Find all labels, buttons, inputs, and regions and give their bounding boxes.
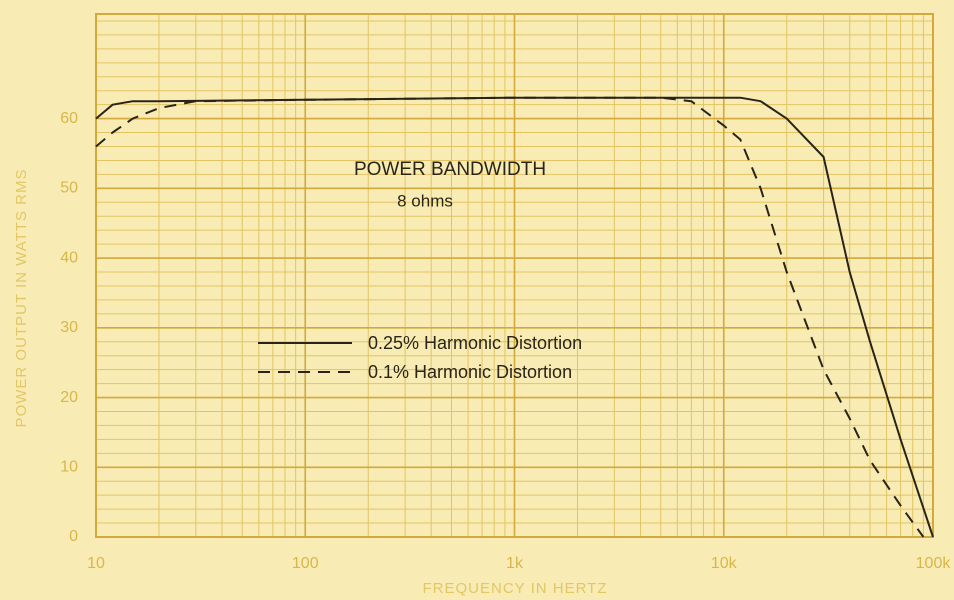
legend-label: 0.1% Harmonic Distortion <box>368 362 572 382</box>
x-tick-label: 10 <box>87 555 105 572</box>
x-tick-label: 10k <box>711 555 738 572</box>
x-axis-title: FREQUENCY IN HERTZ <box>423 580 608 597</box>
series-line <box>95 96 934 538</box>
x-tick-label: 100k <box>916 555 952 572</box>
marks <box>95 96 934 538</box>
y-tick-label: 10 <box>60 458 78 475</box>
y-tick-label: 60 <box>60 110 78 127</box>
chart-subtitle: 8 ohms <box>397 191 453 210</box>
plot-frame <box>95 13 934 538</box>
y-tick-label: 50 <box>60 180 78 197</box>
y-tick-label: 30 <box>60 319 78 336</box>
x-tick-label: 1k <box>506 555 524 572</box>
chart-title: POWER BANDWIDTH <box>354 159 546 180</box>
series-line <box>95 96 925 538</box>
legend-label: 0.25% Harmonic Distortion <box>368 333 582 353</box>
x-tick-label: 100 <box>292 555 319 572</box>
y-axis-title: POWER OUTPUT IN WATTS RMS <box>13 169 30 428</box>
y-tick-label: 40 <box>60 249 78 266</box>
grid <box>95 13 934 538</box>
y-tick-label: 0 <box>69 528 78 545</box>
y-tick-label: 20 <box>60 389 78 406</box>
